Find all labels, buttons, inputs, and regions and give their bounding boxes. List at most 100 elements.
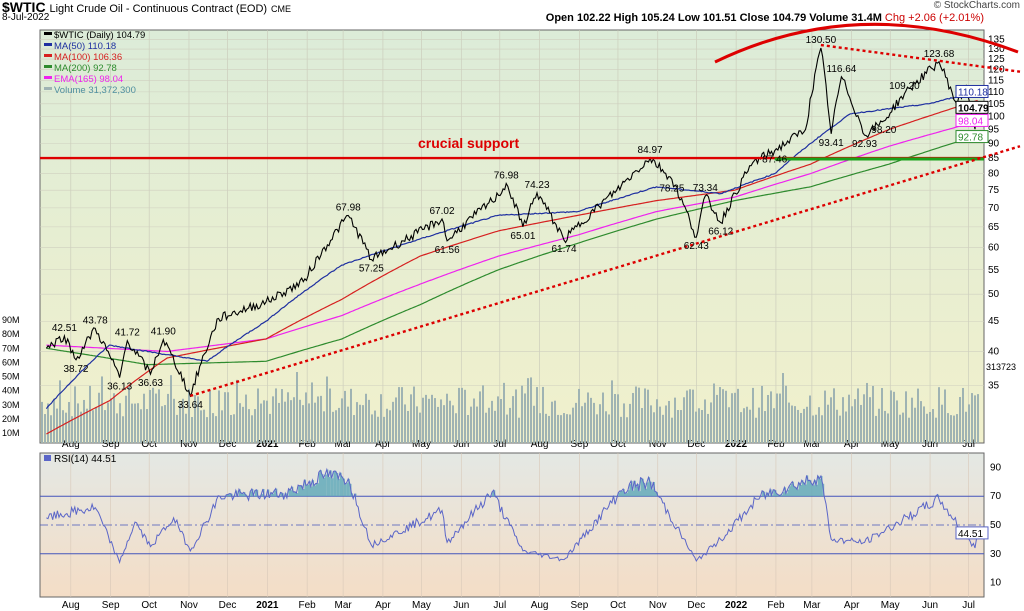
- volume-bar: [41, 401, 43, 443]
- x-tick-label: Sep: [571, 439, 589, 450]
- price-value-label: 42.51: [52, 323, 77, 334]
- volume-bar: [503, 382, 505, 443]
- volume-bar: [536, 387, 538, 443]
- volume-bar: [92, 410, 94, 443]
- volume-bar: [629, 403, 631, 443]
- volume-bar: [689, 389, 691, 443]
- volume-bar: [782, 373, 784, 443]
- volume-bar: [410, 394, 412, 443]
- price-value-label: 41.72: [115, 328, 140, 339]
- price-value-label: 67.98: [336, 202, 361, 213]
- volume-bar: [236, 379, 238, 443]
- volume-bar: [146, 409, 148, 443]
- y-tick-label: 115: [988, 75, 1004, 86]
- volume-bar: [818, 407, 820, 443]
- x-tick-label: Sep: [102, 439, 120, 450]
- rsi-last-label: 44.51: [958, 529, 983, 540]
- volume-bar: [386, 408, 388, 443]
- volume-bar: [356, 402, 358, 443]
- volume-bar: [554, 400, 556, 443]
- x-tick-label: Apr: [375, 439, 391, 450]
- volume-bar: [335, 410, 337, 443]
- volume-bar: [533, 405, 535, 443]
- volume-bar: [227, 392, 229, 443]
- volume-bar: [230, 415, 232, 443]
- volume-bar: [896, 400, 898, 443]
- volume-bar: [641, 408, 643, 443]
- volume-bar: [545, 413, 547, 443]
- y-tick-label: 100: [988, 111, 1005, 122]
- volume-bar: [500, 398, 502, 443]
- volume-bar: [80, 411, 82, 443]
- price-value-label: 67.02: [429, 206, 454, 217]
- volume-bar: [434, 398, 436, 443]
- price-value-label: 61.74: [552, 244, 577, 255]
- volume-bar: [578, 388, 580, 443]
- volume-axis-label: 50M: [2, 372, 20, 382]
- volume-bar: [251, 415, 253, 443]
- volume-bar: [374, 410, 376, 443]
- volume-bar: [947, 413, 949, 443]
- volume-bar: [935, 417, 937, 443]
- volume-bar: [398, 387, 400, 443]
- volume-bar: [365, 393, 367, 443]
- volume-bar: [584, 402, 586, 443]
- volume-bar: [857, 388, 859, 443]
- volume-bar: [716, 394, 718, 443]
- x-tick-label: Aug: [62, 439, 80, 450]
- y-tick-label: 95: [988, 125, 1000, 136]
- brand-watermark: © StockCharts.com: [933, 0, 1020, 11]
- rsi-x-tick-label: Sep: [571, 600, 589, 611]
- volume-axis-label: 10M: [2, 428, 20, 438]
- rsi-x-tick-label: Jul: [962, 600, 975, 611]
- volume-bar: [275, 388, 277, 443]
- volume-bar: [608, 414, 610, 443]
- volume-bar: [881, 388, 883, 443]
- symbol-description: Light Crude Oil - Continuous Contract (E…: [49, 3, 268, 15]
- volume-bar: [722, 389, 724, 443]
- rsi-x-tick-label: Oct: [141, 600, 157, 611]
- legend-label: MA(100) 106.36: [54, 52, 122, 63]
- price-value-label: 66.12: [708, 227, 733, 238]
- volume-bar: [551, 401, 553, 443]
- y-tick-label: 45: [988, 316, 1000, 327]
- volume-bar: [305, 392, 307, 443]
- volume-bar: [686, 390, 688, 443]
- volume-bar: [113, 393, 115, 443]
- volume-axis-label: 90M: [2, 315, 20, 325]
- volume-bar: [647, 389, 649, 443]
- volume-bar: [446, 393, 448, 443]
- x-tick-label: May: [412, 439, 431, 450]
- volume-bar: [713, 383, 715, 443]
- right-value-label: 104.79: [958, 103, 989, 114]
- right-value-box: [955, 100, 989, 114]
- x-tick-label: Dec: [687, 439, 705, 450]
- volume-bar: [617, 394, 619, 443]
- rsi-x-tick-label: 2021: [256, 600, 279, 611]
- y-tick-label: 105: [988, 99, 1005, 110]
- rsi-x-tick-label: Mar: [803, 600, 821, 611]
- volume-bar: [659, 406, 661, 443]
- y-tick-label: 60: [988, 242, 1000, 253]
- rsi-x-tick-label: Jul: [493, 600, 506, 611]
- volume-bar: [677, 410, 679, 443]
- volume-bar: [965, 411, 967, 443]
- volume-bar: [527, 378, 529, 443]
- right-value-box: [955, 84, 989, 98]
- volume-bar: [380, 394, 382, 443]
- volume-bar: [662, 414, 664, 443]
- volume-bar: [443, 405, 445, 443]
- x-tick-label: Jun: [922, 439, 938, 450]
- volume-bar: [323, 411, 325, 443]
- volume-bar: [509, 407, 511, 443]
- volume-bar: [392, 401, 394, 443]
- volume-bar: [650, 405, 652, 443]
- volume-bar: [383, 416, 385, 443]
- rsi-x-tick-label: Nov: [649, 600, 667, 611]
- volume-bar: [464, 389, 466, 443]
- volume-bar: [257, 388, 259, 443]
- volume-bar: [467, 415, 469, 443]
- volume-bar: [107, 402, 109, 443]
- rsi-tick-label: 50: [990, 520, 1002, 531]
